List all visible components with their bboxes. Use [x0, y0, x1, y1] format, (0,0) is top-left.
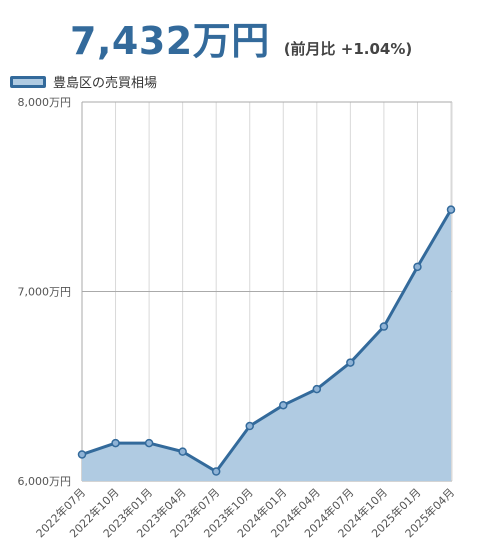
- legend-swatch: [10, 75, 46, 88]
- line-layer: [81, 208, 453, 474]
- data-point: [111, 438, 120, 448]
- legend-label: 豊島区の売買相場: [53, 76, 158, 91]
- price-headline: 7,432万円 (前月比 +1.04%): [70, 10, 413, 63]
- data-point: [279, 400, 288, 410]
- series-area: [82, 209, 451, 482]
- data-point: [312, 384, 322, 394]
- series-line: [81, 208, 453, 474]
- y-tick-label: 6,000万円: [18, 475, 72, 488]
- current-price: 7,432万円: [70, 19, 270, 63]
- y-tick-label: 8,000万円: [18, 96, 72, 109]
- data-point: [77, 450, 87, 459]
- data-point: [178, 447, 187, 456]
- month-change: (前月比 +1.04%): [283, 40, 413, 58]
- x-axis: 2022年07月2022年10月2023年01月2023年04月2023年07月…: [33, 485, 457, 540]
- data-point: [211, 467, 221, 476]
- point-layer: [77, 205, 456, 476]
- data-point: [346, 358, 355, 367]
- area-layer: [82, 209, 451, 482]
- data-point: [245, 421, 254, 431]
- data-point: [413, 262, 422, 272]
- data-point: [379, 322, 389, 331]
- y-tick-label: 7,000万円: [18, 286, 72, 299]
- data-point: [144, 438, 154, 448]
- data-point: [446, 205, 456, 214]
- chart-legend[interactable]: 豊島区の売買相場: [10, 72, 157, 91]
- y-axis: 6,000万円 7,000万円 8,000万円: [18, 96, 72, 488]
